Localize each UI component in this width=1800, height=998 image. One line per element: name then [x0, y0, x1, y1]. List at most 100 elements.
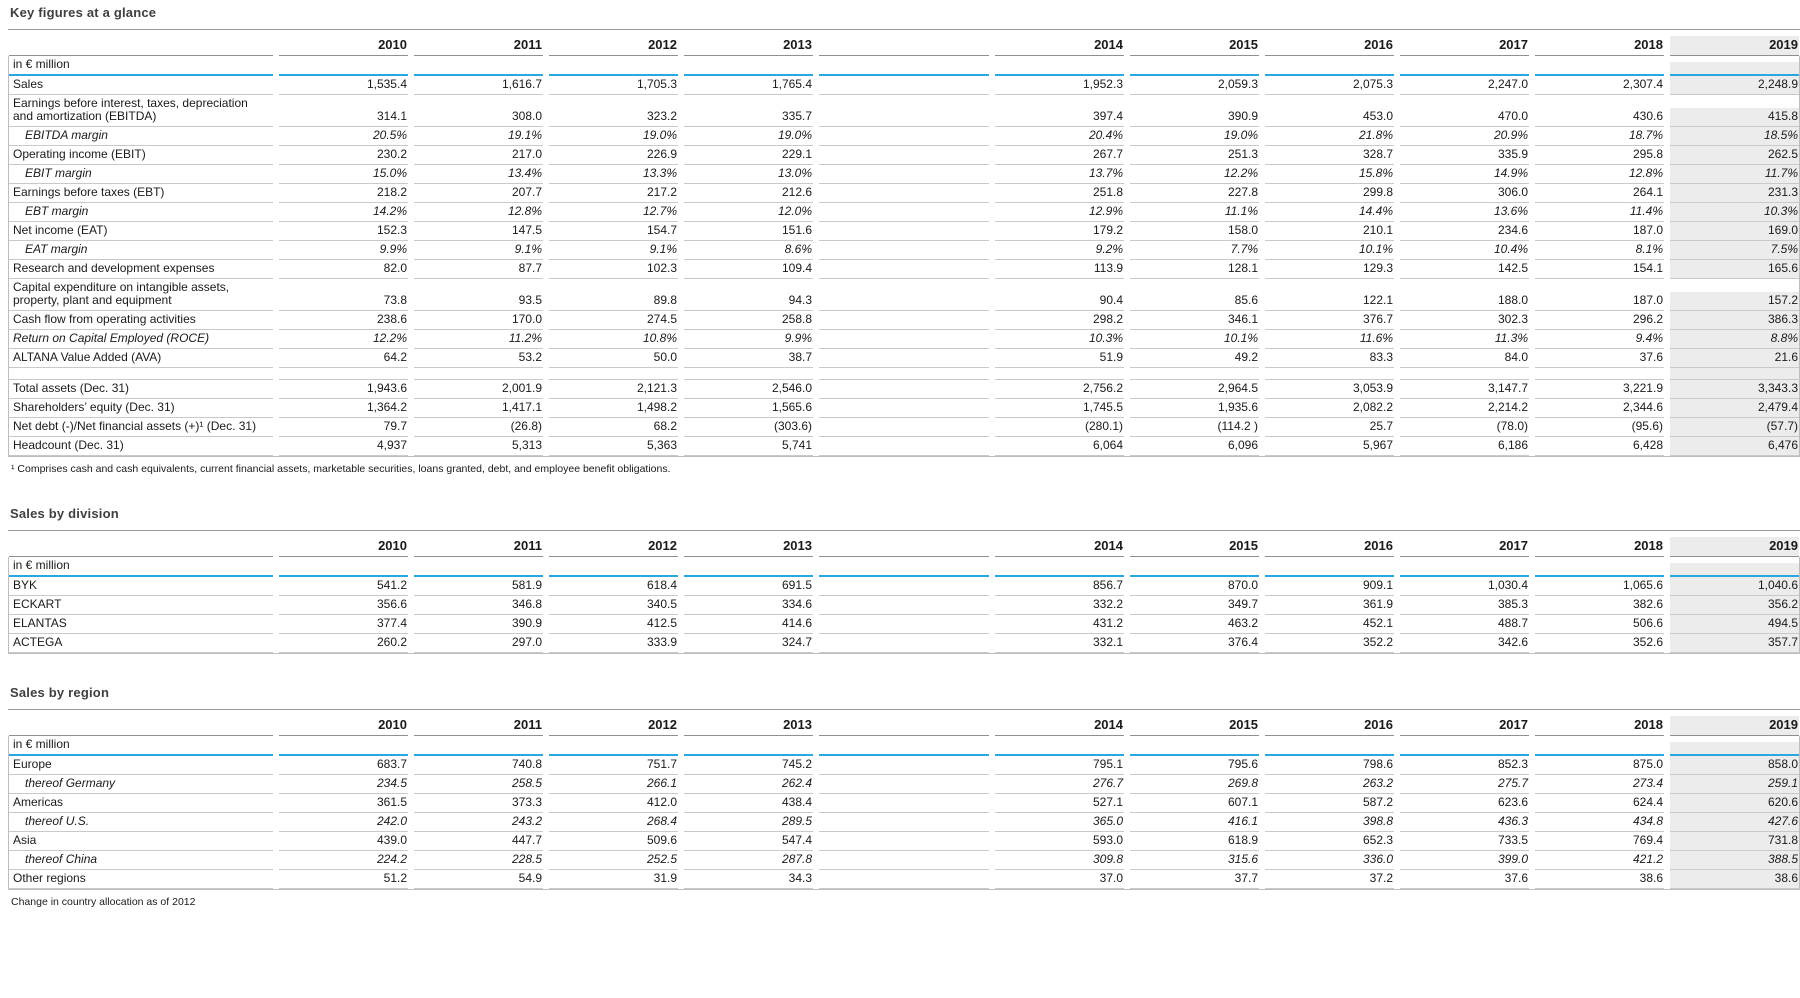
table-row: Cash flow from operating activities 238.6… [9, 311, 1799, 330]
year-column-header: 2017 [1400, 36, 1529, 56]
table-row: Total assets (Dec. 31) 1,943.6 2,001.9 2,12… [9, 380, 1799, 399]
value-cell: 8.8% [1670, 330, 1799, 349]
value-cell: 494.5 [1670, 615, 1799, 634]
unit-cell [414, 62, 543, 76]
year-header-row: 2010 2011 2012 2013 2014 2015 2016 2017 2018 2019 [8, 710, 1800, 736]
column-gap [819, 355, 989, 368]
key-figures-table: 2010 2011 2012 2013 2014 2015 2016 2017 2018 2019… [8, 29, 1800, 457]
value-cell: 273.4 [1535, 775, 1664, 794]
value-cell: 7.7% [1130, 241, 1259, 260]
year-column-header: 2010 [279, 36, 408, 56]
value-cell: 49.2 [1130, 349, 1259, 368]
value-cell: 541.2 [279, 577, 408, 596]
value-cell: 11.1% [1130, 203, 1259, 222]
value-cell: 9.2% [995, 241, 1124, 260]
value-cell: 262.4 [684, 775, 813, 794]
value-cell: 251.3 [1130, 146, 1259, 165]
value-cell: 169.0 [1670, 222, 1799, 241]
value-cell: 295.8 [1535, 146, 1664, 165]
value-cell: 398.8 [1265, 813, 1394, 832]
value-cell: 415.8 [1670, 108, 1799, 127]
value-cell: 856.7 [995, 577, 1124, 596]
table-row: Net debt (-)/Net financial assets (+)¹ (… [9, 418, 1799, 437]
column-gap [819, 133, 989, 146]
unit-cell [1265, 563, 1394, 577]
value-cell [1130, 368, 1259, 380]
table-row: Capital expenditure on intangible assets… [9, 279, 1799, 311]
row-label: Europe [9, 756, 273, 775]
value-cell: 85.6 [1130, 292, 1259, 311]
value-cell: 447.7 [414, 832, 543, 851]
column-gap [819, 563, 989, 577]
table-row: Shareholders’ equity (Dec. 31) 1,364.2 1,4… [9, 399, 1799, 418]
value-cell: (78.0) [1400, 418, 1529, 437]
value-cell: 13.0% [684, 165, 813, 184]
unit-cell [279, 563, 408, 577]
column-gap [819, 443, 989, 456]
column-gap [819, 41, 989, 56]
value-cell: 8.6% [684, 241, 813, 260]
column-gap [819, 621, 989, 634]
value-cell: 740.8 [414, 756, 543, 775]
table-row: thereof U.S. 242.0 243.2 268.4 289.5 365.0 416… [9, 813, 1799, 832]
value-cell: 324.7 [684, 634, 813, 653]
row-label: ALTANA Value Added (AVA) [9, 349, 273, 368]
table-row: BYK 541.2 581.9 618.4 691.5 856.7 870.0 909.1 1,… [9, 577, 1799, 596]
year-column-header: 2017 [1400, 537, 1529, 557]
value-cell: 20.4% [995, 127, 1124, 146]
year-column-header: 2011 [414, 716, 543, 736]
row-label: Cash flow from operating activities [9, 311, 273, 330]
value-cell: 228.5 [414, 851, 543, 870]
year-column-header: 2019 [1670, 537, 1799, 557]
value-cell: 266.1 [549, 775, 678, 794]
value-cell: 412.5 [549, 615, 678, 634]
year-column-header: 2010 [279, 537, 408, 557]
value-cell: 399.0 [1400, 851, 1529, 870]
value-cell: 527.1 [995, 794, 1124, 813]
value-cell: 152.3 [279, 222, 408, 241]
value-cell: 1,745.5 [995, 399, 1124, 418]
value-cell: 332.2 [995, 596, 1124, 615]
value-cell: 73.8 [279, 292, 408, 311]
year-column-header: 2018 [1535, 716, 1664, 736]
table-footnote: Change in country allocation as of 2012 [11, 896, 196, 908]
row-label: BYK [9, 577, 273, 596]
year-row-label-spacer [9, 542, 273, 557]
value-cell: 390.9 [414, 615, 543, 634]
page-title: Key figures at a glance [10, 5, 157, 20]
value-cell: 12.8% [1535, 165, 1664, 184]
value-cell: 217.2 [549, 184, 678, 203]
value-cell: 397.4 [995, 108, 1124, 127]
year-column-header: 2014 [995, 36, 1124, 56]
year-column-header: 2018 [1535, 537, 1664, 557]
row-label: Total assets (Dec. 31) [9, 380, 273, 399]
value-cell: 376.4 [1130, 634, 1259, 653]
section-sales-by-division: Sales by division 2010 2011 2012 2013 2014 20… [8, 506, 1800, 654]
row-label: Operating income (EBIT) [9, 146, 273, 165]
value-cell: 296.2 [1535, 311, 1664, 330]
value-cell: 346.1 [1130, 311, 1259, 330]
value-cell: 361.9 [1265, 596, 1394, 615]
value-cell: 509.6 [549, 832, 678, 851]
value-cell: 82.0 [279, 260, 408, 279]
value-cell: 11.3% [1400, 330, 1529, 349]
table-row: ECKART 356.6 346.8 340.5 334.6 332.2 349.7 361.… [9, 596, 1799, 615]
value-cell: 10.4% [1400, 241, 1529, 260]
unit-row: in € million [9, 557, 1799, 577]
table-row: Headcount (Dec. 31) 4,937 5,313 5,363 5,741 6… [9, 437, 1799, 456]
value-cell: 4,937 [279, 437, 408, 456]
value-cell: 19.1% [414, 127, 543, 146]
table-row: EAT margin 9.9% 9.1% 9.1% 8.6% 9.2% 7.7% 10.1% 1… [9, 241, 1799, 260]
value-cell: 11.6% [1265, 330, 1394, 349]
value-cell: 356.6 [279, 596, 408, 615]
unit-cell [684, 563, 813, 577]
value-cell: 13.7% [995, 165, 1124, 184]
column-gap [819, 762, 989, 775]
value-cell: 607.1 [1130, 794, 1259, 813]
column-gap [819, 742, 989, 756]
value-cell: 361.5 [279, 794, 408, 813]
row-label: Americas [9, 794, 273, 813]
value-cell: 113.9 [995, 260, 1124, 279]
column-gap [819, 857, 989, 870]
column-gap [819, 171, 989, 184]
